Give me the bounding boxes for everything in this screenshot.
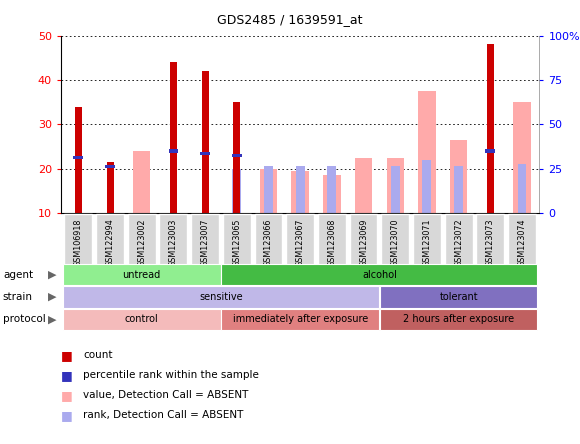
Text: count: count [83, 350, 113, 360]
FancyBboxPatch shape [128, 214, 155, 272]
Text: ▶: ▶ [48, 270, 56, 280]
Bar [513, 102, 531, 213]
Text: GDS2485 / 1639591_at: GDS2485 / 1639591_at [218, 13, 362, 26]
Text: rank, Detection Call = ABSENT: rank, Detection Call = ABSENT [83, 410, 244, 420]
FancyBboxPatch shape [64, 214, 92, 272]
FancyBboxPatch shape [255, 214, 282, 272]
Text: 2 hours after exposure: 2 hours after exposure [403, 314, 514, 324]
FancyBboxPatch shape [318, 214, 346, 272]
FancyBboxPatch shape [413, 214, 441, 272]
FancyBboxPatch shape [223, 214, 251, 272]
Bar [355, 158, 372, 213]
Text: immediately after exposure: immediately after exposure [233, 314, 368, 324]
Text: tolerant: tolerant [439, 292, 478, 302]
Text: ■: ■ [61, 349, 72, 362]
Text: alcohol: alcohol [362, 270, 397, 280]
Bar [450, 140, 467, 213]
Text: value, Detection Call = ABSENT: value, Detection Call = ABSENT [83, 390, 248, 400]
Bar [454, 166, 463, 213]
FancyBboxPatch shape [445, 214, 473, 272]
FancyBboxPatch shape [96, 214, 124, 272]
FancyBboxPatch shape [63, 309, 220, 330]
Text: percentile rank within the sample: percentile rank within the sample [83, 370, 259, 380]
Text: GSM123065: GSM123065 [232, 219, 241, 267]
Bar [327, 166, 336, 213]
Text: untread: untread [122, 270, 161, 280]
Bar [264, 166, 273, 213]
Bar [485, 150, 495, 153]
Bar [233, 169, 241, 213]
Text: strain: strain [3, 292, 33, 302]
Text: GSM123002: GSM123002 [137, 219, 146, 267]
Bar [291, 171, 309, 213]
Bar [133, 151, 150, 213]
FancyBboxPatch shape [160, 214, 187, 272]
Bar [323, 175, 340, 213]
FancyBboxPatch shape [476, 214, 504, 272]
Text: GSM123067: GSM123067 [296, 219, 304, 267]
Text: GSM123068: GSM123068 [327, 219, 336, 267]
Text: GSM123072: GSM123072 [454, 219, 463, 267]
Text: ■: ■ [61, 388, 72, 402]
Bar [74, 156, 83, 159]
Text: control: control [125, 314, 158, 324]
Bar [391, 166, 400, 213]
Text: GSM123074: GSM123074 [517, 219, 527, 267]
FancyBboxPatch shape [221, 309, 379, 330]
Bar [202, 71, 209, 213]
Bar [169, 150, 178, 153]
Bar [170, 62, 177, 213]
Text: GSM106918: GSM106918 [74, 219, 83, 267]
Text: GSM123073: GSM123073 [486, 219, 495, 267]
Text: GSM122994: GSM122994 [106, 219, 114, 267]
Bar [386, 158, 404, 213]
FancyBboxPatch shape [380, 309, 538, 330]
Bar [107, 162, 114, 213]
Text: GSM123003: GSM123003 [169, 219, 178, 267]
Text: ■: ■ [61, 369, 72, 382]
Bar [418, 91, 436, 213]
Bar [260, 169, 277, 213]
Text: GSM123071: GSM123071 [422, 219, 432, 267]
FancyBboxPatch shape [191, 214, 219, 272]
FancyBboxPatch shape [286, 214, 314, 272]
Text: ■: ■ [61, 408, 72, 422]
Text: GSM123070: GSM123070 [391, 219, 400, 267]
Bar [105, 165, 115, 168]
Bar [200, 152, 210, 155]
Bar [487, 44, 494, 213]
Bar [233, 102, 240, 213]
Text: ▶: ▶ [48, 292, 56, 302]
FancyBboxPatch shape [221, 264, 538, 285]
Bar [232, 154, 242, 157]
Text: ▶: ▶ [48, 314, 56, 324]
FancyBboxPatch shape [350, 214, 378, 272]
FancyBboxPatch shape [63, 264, 220, 285]
Bar [75, 107, 82, 213]
Bar [422, 160, 432, 213]
FancyBboxPatch shape [508, 214, 536, 272]
FancyBboxPatch shape [63, 286, 379, 308]
FancyBboxPatch shape [380, 286, 538, 308]
Text: protocol: protocol [3, 314, 46, 324]
Bar [517, 164, 527, 213]
Text: GSM123007: GSM123007 [201, 219, 209, 267]
Text: agent: agent [3, 270, 33, 280]
Text: GSM123069: GSM123069 [359, 219, 368, 267]
FancyBboxPatch shape [381, 214, 409, 272]
Bar [296, 166, 304, 213]
Text: GSM123066: GSM123066 [264, 219, 273, 267]
Text: sensitive: sensitive [199, 292, 243, 302]
